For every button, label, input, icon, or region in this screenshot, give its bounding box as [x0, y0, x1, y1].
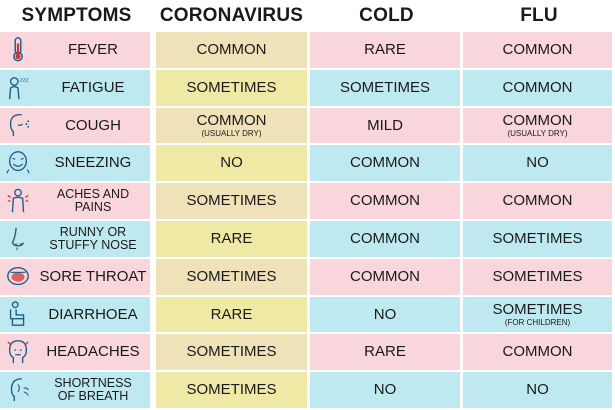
symptom-cell: FEVER	[0, 32, 153, 70]
header-cold: COLD	[310, 0, 463, 32]
symptom-label: RUNNY OR STUFFY NOSE	[49, 224, 137, 252]
coronavirus-cell: SOMETIMES	[153, 258, 310, 297]
header-coronavirus: CORONAVIRUS	[153, 0, 310, 32]
coughing-face-icon	[4, 110, 32, 140]
coronavirus-cell: RARE	[153, 296, 310, 335]
symptom-cell: COUGH	[0, 107, 153, 146]
cold-cell: MILD	[310, 107, 463, 146]
coronavirus-value: NO	[220, 154, 243, 172]
symptom-label: FEVER	[67, 41, 118, 59]
header-symptoms: SYMPTOMS	[0, 0, 153, 32]
cold-cell: SOMETIMES	[310, 69, 463, 108]
flu-cell: COMMON	[463, 32, 615, 70]
toilet-icon	[4, 299, 32, 329]
coronavirus-cell: RARE	[153, 220, 310, 259]
nose-icon	[4, 224, 32, 254]
coronavirus-cell: NO	[153, 145, 310, 184]
symptom-label: ACHES AND PAINS	[56, 186, 130, 215]
cold-value: RARE	[364, 343, 406, 361]
cold-cell: COMMON	[310, 183, 463, 221]
cold-value: COMMON	[350, 230, 420, 247]
flu-value: COMMON	[502, 111, 573, 129]
flu-value: SOMETIMES	[492, 267, 583, 285]
flu-value: SOMETIMES	[492, 300, 583, 318]
symptom-cell: SHORTNESS OF BREATH	[0, 372, 153, 410]
symptom-label: HEADACHES	[46, 343, 140, 361]
cold-cell: COMMON	[310, 220, 463, 259]
open-mouth-icon	[4, 262, 32, 292]
coronavirus-note: (USUALLY DRY)	[201, 128, 262, 138]
cold-cell: NO	[310, 372, 463, 410]
coronavirus-value: SOMETIMES	[186, 78, 277, 96]
symptom-label: SORE THROAT	[39, 267, 147, 285]
symptom-cell: HEADACHES	[0, 334, 153, 373]
symptom-label: DIARRHOEA	[48, 305, 138, 323]
headache-icon	[4, 337, 32, 367]
flu-value: NO	[526, 154, 549, 172]
symptom-cell: zzz FATIGUE	[0, 69, 153, 108]
thermometer-icon	[4, 35, 32, 65]
symptom-cell: ACHES AND PAINS	[0, 183, 153, 221]
symptom-cell: SORE THROAT	[0, 258, 153, 297]
cold-value: COMMON	[350, 267, 420, 285]
coronavirus-cell: SOMETIMES	[153, 334, 310, 373]
sneezing-face-icon	[4, 148, 32, 178]
flu-cell: NO	[463, 372, 615, 410]
flu-cell: COMMON	[463, 183, 615, 221]
flu-value: COMMON	[502, 78, 573, 96]
symptom-cell: RUNNY OR STUFFY NOSE	[0, 220, 153, 259]
cold-cell: COMMON	[310, 258, 463, 297]
cold-value: SOMETIMES	[339, 78, 430, 96]
symptom-label: SHORTNESS OF BREATH	[54, 375, 132, 404]
flu-cell: SOMETIMES	[463, 220, 615, 259]
coronavirus-value: SOMETIMES	[186, 381, 277, 399]
flu-value: SOMETIMES	[492, 230, 583, 247]
cold-value: RARE	[364, 41, 406, 59]
coronavirus-value: RARE	[210, 305, 253, 323]
symptom-label: COUGH	[65, 116, 121, 134]
flu-value: NO	[526, 381, 549, 399]
cold-cell: RARE	[310, 32, 463, 70]
cold-value: MILD	[367, 116, 403, 134]
flu-value: COMMON	[502, 343, 573, 361]
flu-cell: SOMETIMES	[463, 258, 615, 297]
svg-text:zzz: zzz	[20, 77, 29, 83]
flu-value: COMMON	[502, 41, 573, 59]
coronavirus-cell: COMMON	[153, 32, 310, 70]
cold-value: COMMON	[350, 154, 420, 172]
cold-value: NO	[373, 305, 397, 323]
flu-cell: NO	[463, 145, 615, 184]
coronavirus-value: RARE	[210, 230, 253, 247]
coronavirus-cell: SOMETIMES	[153, 69, 310, 108]
symptom-cell: DIARRHOEA	[0, 296, 153, 335]
breathing-face-icon	[4, 375, 32, 405]
flu-cell: COMMON	[463, 334, 615, 373]
coronavirus-value: COMMON	[196, 111, 267, 129]
sleepy-person-icon: zzz	[4, 73, 32, 103]
cold-value: COMMON	[350, 192, 420, 210]
coronavirus-value: SOMETIMES	[186, 192, 277, 210]
coronavirus-value: COMMON	[196, 41, 267, 59]
flu-cell: COMMON (USUALLY DRY)	[463, 107, 615, 146]
coronavirus-cell: COMMON (USUALLY DRY)	[153, 107, 310, 146]
flu-note: (FOR CHILDREN)	[504, 317, 571, 327]
cold-cell: NO	[310, 296, 463, 335]
flu-note: (USUALLY DRY)	[507, 128, 568, 138]
body-aches-icon	[4, 186, 32, 216]
symptom-label: SNEEZING	[54, 154, 132, 172]
coronavirus-value: SOMETIMES	[186, 267, 277, 285]
flu-cell: COMMON	[463, 69, 615, 108]
coronavirus-value: SOMETIMES	[186, 343, 277, 361]
cold-value: NO	[373, 381, 397, 399]
cold-cell: COMMON	[310, 145, 463, 184]
flu-value: COMMON	[502, 192, 573, 210]
cold-cell: RARE	[310, 334, 463, 373]
header-flu: FLU	[463, 0, 615, 32]
symptom-label: FATIGUE	[61, 78, 125, 96]
flu-cell: SOMETIMES (FOR CHILDREN)	[463, 296, 615, 335]
coronavirus-cell: SOMETIMES	[153, 183, 310, 221]
symptom-cell: SNEEZING	[0, 145, 153, 184]
coronavirus-cell: SOMETIMES	[153, 372, 310, 410]
